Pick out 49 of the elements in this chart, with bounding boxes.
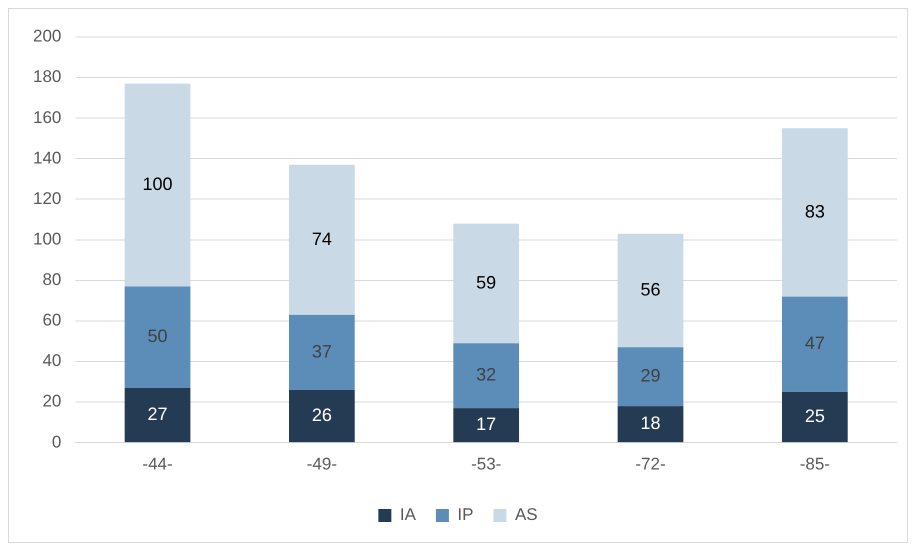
data-label: 17 <box>476 414 496 434</box>
y-tick-label: 60 <box>42 310 62 330</box>
bar <box>618 406 684 442</box>
y-tick-label: 140 <box>32 148 62 168</box>
bar <box>782 296 848 392</box>
bar <box>453 224 520 344</box>
legend-label: IP <box>457 505 474 524</box>
y-tick-label: 120 <box>32 188 62 208</box>
bar <box>618 347 684 406</box>
y-tick-label: 20 <box>42 392 62 411</box>
data-label: 50 <box>148 326 168 346</box>
y-tick-label: 180 <box>32 67 62 86</box>
bar <box>288 164 355 315</box>
x-tick-label: -72- <box>635 454 666 474</box>
bar <box>453 408 520 442</box>
data-label: 18 <box>640 413 661 434</box>
data-label: 25 <box>804 406 825 426</box>
bar <box>288 390 355 442</box>
data-label: 56 <box>640 279 661 300</box>
bar <box>782 392 848 442</box>
data-label: 37 <box>312 341 332 362</box>
data-label: 47 <box>804 333 825 354</box>
x-tick-label: -53- <box>471 454 502 474</box>
data-label: 83 <box>804 201 825 222</box>
data-label: 100 <box>142 174 173 194</box>
legend-label: IA <box>400 505 417 524</box>
y-tick-label: 100 <box>32 229 62 248</box>
data-label: 27 <box>148 404 168 424</box>
data-label: 74 <box>312 228 332 249</box>
y-tick-label: 160 <box>32 108 62 127</box>
bar <box>124 286 190 388</box>
data-label: 32 <box>476 364 496 385</box>
y-tick-label: 80 <box>42 270 62 290</box>
bar <box>124 84 190 286</box>
x-tick-label: -44- <box>142 454 173 474</box>
y-tick-label: 40 <box>42 351 62 370</box>
bar <box>124 388 190 442</box>
y-tick-label: 200 <box>32 26 62 46</box>
data-label: 29 <box>640 366 661 386</box>
bar <box>618 234 684 348</box>
legend-label: AS <box>514 505 538 524</box>
data-label: 59 <box>476 272 496 292</box>
bar <box>453 343 520 408</box>
bar <box>288 314 355 390</box>
x-tick-label: -49- <box>306 454 337 474</box>
x-tick-label: -85- <box>800 454 830 474</box>
y-tick-label: 0 <box>52 432 62 452</box>
data-label: 26 <box>312 404 332 425</box>
bar <box>782 128 848 297</box>
